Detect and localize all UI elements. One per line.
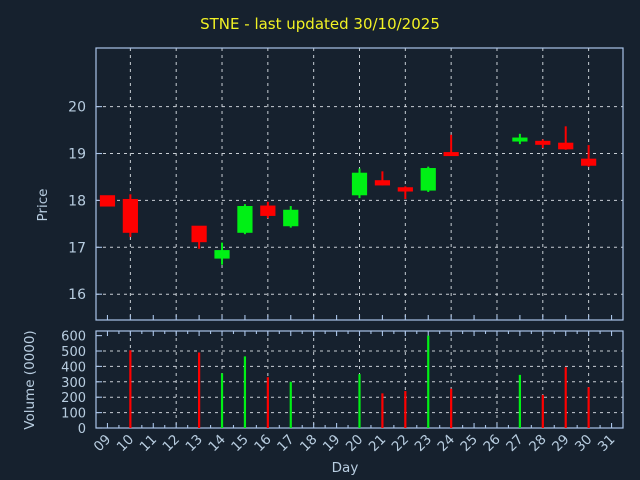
- candlestick[interactable]: [512, 133, 528, 145]
- x-axis-label: Day: [332, 460, 359, 476]
- candle-body: [374, 180, 391, 186]
- candle-body: [99, 195, 116, 207]
- price-tick-label: 18: [68, 193, 86, 209]
- candlestick[interactable]: [122, 194, 138, 237]
- candlestick[interactable]: [214, 242, 230, 265]
- price-tick-label: 20: [68, 100, 86, 116]
- volume-tick-label: 0: [78, 422, 86, 437]
- price-axis-label: Price: [35, 189, 51, 222]
- volume-tick-label: 600: [61, 330, 86, 345]
- candlestick[interactable]: [237, 204, 253, 235]
- candle-body: [420, 168, 436, 191]
- candle-body: [122, 198, 138, 233]
- candlestick[interactable]: [581, 145, 597, 167]
- candlestick[interactable]: [558, 126, 574, 150]
- price-tick-label: 19: [68, 147, 86, 163]
- candle-body: [237, 206, 253, 233]
- candlestick[interactable]: [191, 225, 207, 249]
- price-tick-label: 16: [68, 287, 86, 303]
- price-tick-label: 17: [68, 240, 86, 256]
- candle-body: [283, 209, 299, 227]
- candle-body: [443, 152, 459, 157]
- candle-body: [512, 137, 528, 142]
- page-title: STNE - last updated 30/10/2025: [200, 15, 440, 33]
- volume-tick-label: 200: [61, 391, 86, 406]
- candlestick[interactable]: [374, 171, 391, 186]
- candlestick[interactable]: [351, 168, 368, 199]
- volume-tick-label: 100: [61, 407, 86, 422]
- candle-body: [558, 142, 574, 150]
- volume-tick-label: 400: [61, 360, 86, 375]
- candlestick[interactable]: [420, 166, 436, 192]
- volume-tick-label: 500: [61, 345, 86, 360]
- candle-body: [214, 250, 230, 259]
- price-panel: 16 17 18 19 20: [68, 47, 624, 321]
- candle-body: [581, 158, 597, 166]
- candlestick[interactable]: [397, 186, 413, 200]
- candle-body: [351, 172, 368, 196]
- candle-body: [260, 205, 276, 216]
- candlestick[interactable]: [99, 195, 116, 207]
- candlestick[interactable]: [535, 139, 551, 148]
- candlestick[interactable]: [443, 134, 459, 157]
- candlestick[interactable]: [283, 206, 299, 228]
- volume-axis-label: Volume (0000): [22, 330, 38, 429]
- x-axis-tick-labels: 09 10 11 12 13 14 15 16 17 18 19 20 21 22 23 24 25 26 27 28…: [91, 432, 619, 455]
- volume-tick-label: 300: [61, 376, 86, 391]
- candlestick[interactable]: [260, 201, 276, 219]
- candle-body: [535, 140, 551, 145]
- candle-body: [397, 187, 413, 192]
- candle-body: [191, 225, 207, 243]
